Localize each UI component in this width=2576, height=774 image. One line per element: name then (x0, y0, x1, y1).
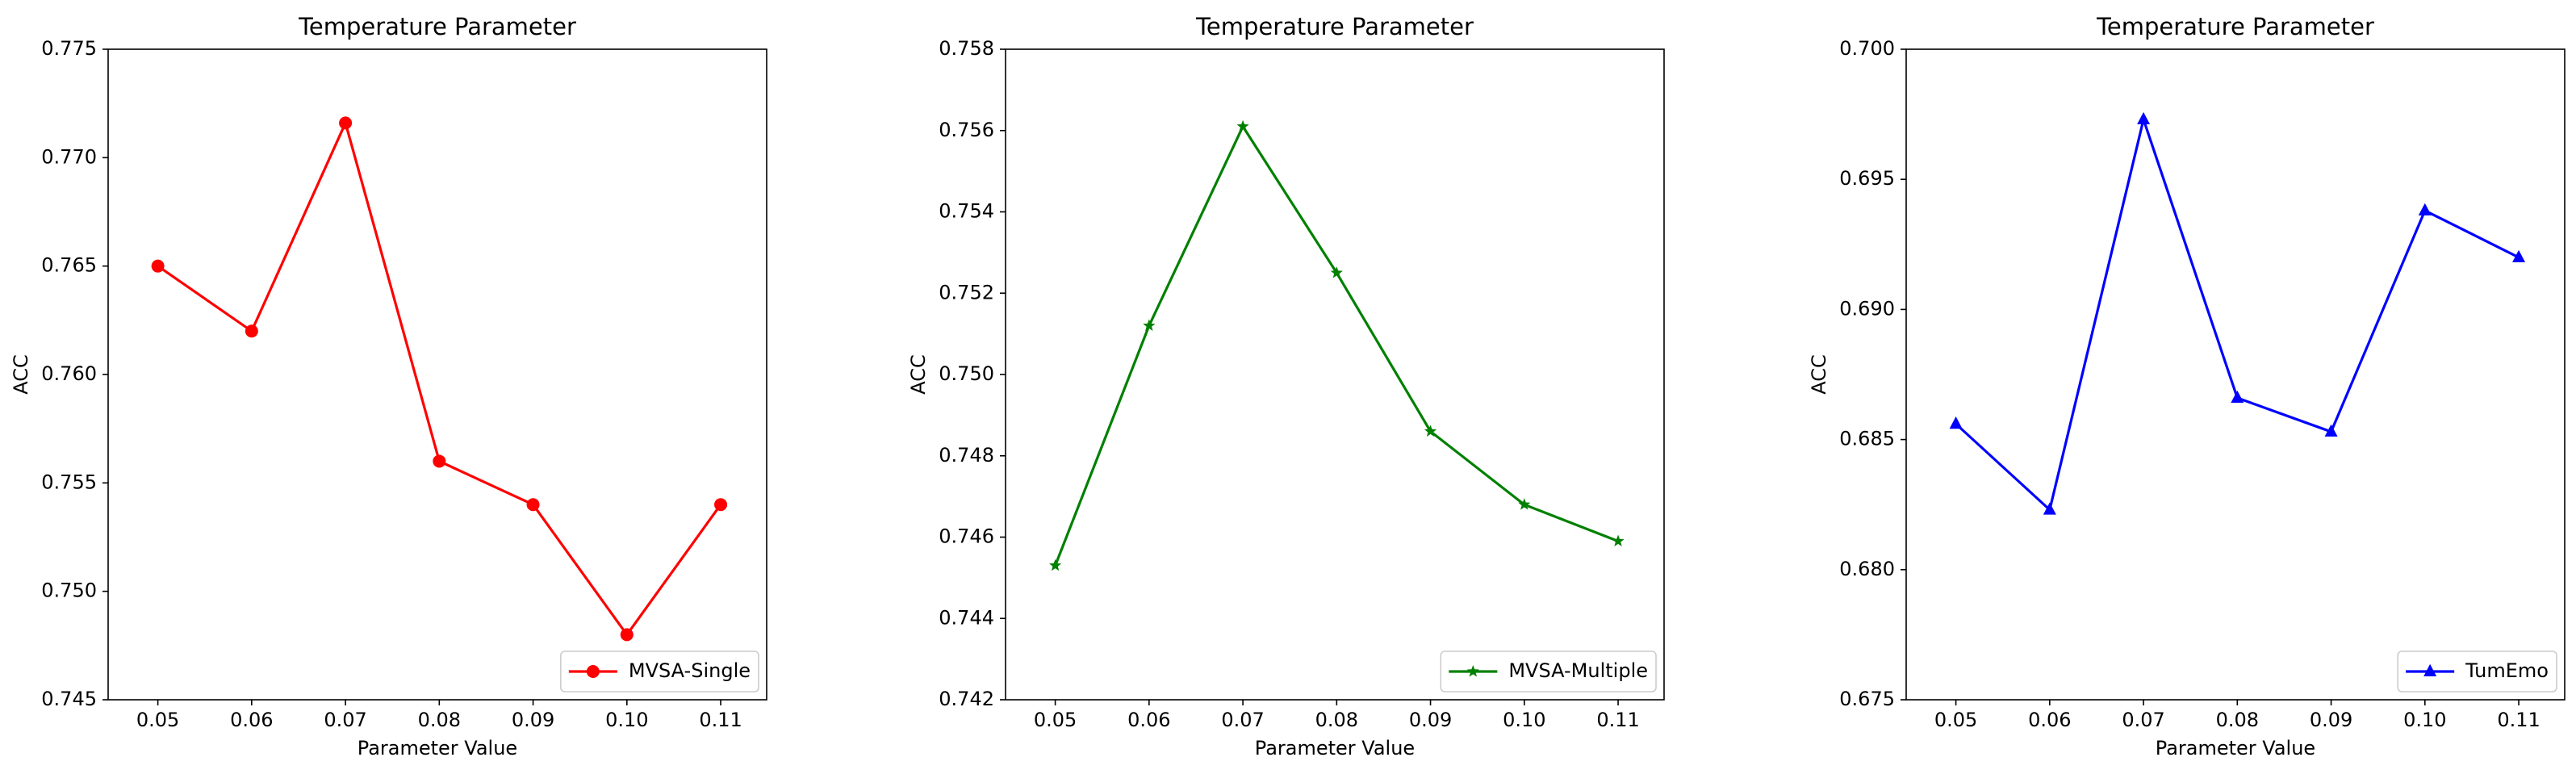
legend-marker (586, 665, 600, 678)
x-axis-label: Parameter Value (358, 737, 517, 759)
point (245, 324, 258, 338)
y-axis-label: ACC (10, 354, 32, 395)
x-tick-label: 0.09 (2310, 709, 2352, 731)
y-tick-label: 0.742 (939, 688, 994, 710)
subplot: Temperature Parameter Parameter Value ACC 0… (907, 13, 1665, 759)
y-tick-label: 0.775 (41, 37, 97, 60)
y-tick-label: 0.680 (1839, 558, 1895, 580)
point (2512, 249, 2526, 262)
point (433, 454, 446, 468)
series-line (1955, 115, 2520, 513)
x-tick-label: 0.09 (1409, 709, 1452, 731)
x-tick-label: 0.08 (1315, 709, 1358, 731)
y-tick-label: 0.695 (1839, 167, 1895, 190)
legend-box (1440, 651, 1657, 692)
y-axis-label: ACC (1808, 354, 1830, 395)
subplot: Temperature Parameter Parameter Value ACC 0… (1808, 13, 2566, 759)
y-tick-label: 0.750 (41, 579, 97, 602)
series-line (1054, 123, 1619, 567)
legend-marker (1466, 665, 1479, 677)
x-tick-label: 0.07 (1221, 709, 1264, 731)
point (2324, 424, 2338, 437)
y-tick-label: 0.754 (939, 200, 994, 223)
x-tick-label: 0.10 (1503, 709, 1545, 731)
x-tick-label: 0.10 (2403, 709, 2446, 731)
y-tick-label: 0.746 (939, 525, 994, 548)
legend: MVSA-Single (560, 651, 759, 692)
point (2137, 111, 2151, 125)
x-tick-label: 0.05 (136, 709, 179, 731)
y-tick-label: 0.756 (939, 119, 994, 141)
plot-frame (107, 48, 767, 701)
y-axis-label: ACC (907, 354, 930, 395)
point (1949, 416, 1963, 429)
x-tick-label: 0.10 (605, 709, 648, 731)
x-tick-label: 0.06 (2028, 709, 2071, 731)
legend-label: TumEmo (2465, 659, 2549, 682)
point (339, 116, 353, 130)
point (526, 498, 540, 512)
chart-title: Temperature Parameter (298, 13, 576, 40)
legend: TumEmo (2397, 651, 2557, 692)
legend-box (2397, 651, 2557, 692)
point (1048, 559, 1062, 571)
x-tick-label: 0.06 (230, 709, 273, 731)
x-tick-label: 0.08 (2216, 709, 2259, 731)
legend-box (560, 651, 759, 692)
chart-title: Temperature Parameter (2096, 13, 2374, 40)
x-tick-label: 0.09 (512, 709, 554, 731)
y-tick-label: 0.675 (1839, 688, 1895, 710)
x-tick-label: 0.05 (1034, 709, 1077, 731)
point (1424, 425, 1437, 437)
y-tick-label: 0.685 (1839, 428, 1895, 450)
x-axis-label: Parameter Value (1255, 737, 1415, 759)
x-tick-label: 0.07 (2122, 709, 2164, 731)
subplot: Temperature Parameter Parameter Value ACC 0… (10, 13, 767, 759)
x-tick-label: 0.11 (2497, 709, 2540, 731)
plot-frame (1905, 48, 2566, 701)
x-tick-label: 0.08 (418, 709, 461, 731)
x-tick-label: 0.11 (1596, 709, 1639, 731)
y-tick-label: 0.765 (41, 254, 97, 277)
y-tick-label: 0.745 (41, 688, 97, 710)
point (2231, 390, 2244, 404)
x-tick-label: 0.11 (699, 709, 742, 731)
x-tick-label: 0.07 (324, 709, 366, 731)
plot-frame (1005, 48, 1665, 701)
point (1330, 266, 1343, 278)
y-tick-label: 0.760 (41, 362, 97, 385)
point (151, 259, 165, 273)
y-tick-label: 0.690 (1839, 297, 1895, 320)
point (620, 628, 634, 642)
y-tick-label: 0.750 (939, 362, 994, 385)
x-tick-label: 0.06 (1127, 709, 1170, 731)
point (2418, 203, 2432, 215)
y-tick-label: 0.700 (1839, 37, 1895, 60)
legend-label: MVSA-Single (629, 659, 751, 682)
y-tick-label: 0.758 (939, 37, 994, 60)
point (1518, 498, 1531, 510)
x-axis-label: Parameter Value (2156, 737, 2315, 759)
y-tick-label: 0.752 (939, 281, 994, 303)
legend-label: MVSA-Multiple (1508, 659, 1648, 682)
point (1612, 534, 1625, 547)
point (1143, 319, 1156, 332)
series-line (157, 119, 722, 638)
legend-marker (2423, 663, 2437, 676)
point (1236, 119, 1249, 132)
legend: MVSA-Multiple (1440, 651, 1657, 692)
point (714, 498, 728, 512)
x-tick-label: 0.05 (1934, 709, 1977, 731)
y-tick-label: 0.748 (939, 444, 994, 466)
y-tick-label: 0.755 (41, 471, 97, 493)
chart-title: Temperature Parameter (1195, 13, 1474, 40)
point (2043, 502, 2056, 515)
y-tick-label: 0.770 (41, 145, 97, 168)
y-tick-label: 0.744 (939, 606, 994, 629)
